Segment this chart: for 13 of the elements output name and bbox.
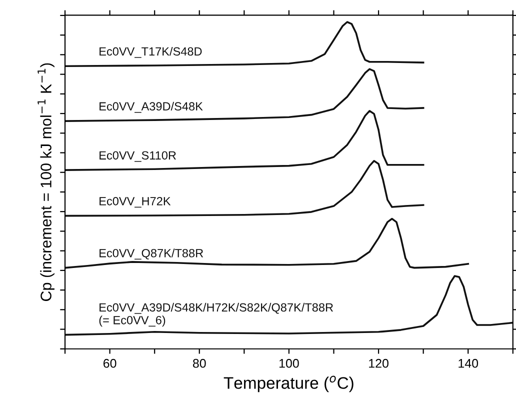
series-label: Ec0VV_A39D/S48K/H72K/S82K/Q87K/T88R (= Ec0VV_6)	[99, 302, 333, 327]
y-axis-title: Cp (increment = 100 kJ mol$^{−1}$ K$^{−1}$)	[38, 63, 54, 302]
x-tick-label: 100	[279, 358, 299, 368]
series-label: Ec0VV_A39D/S48K	[100, 102, 203, 113]
series-label: Ec0VV_Q87K/T88R	[100, 248, 204, 260]
x-tick-label: 140	[458, 358, 478, 368]
x-tick-label: 60	[103, 358, 116, 368]
x-axis-title: Temperature ($^{o}$C)	[224, 376, 354, 392]
x-tick-label: 80	[192, 358, 206, 368]
series-label: Ec0VV_T17K/S48D	[100, 46, 202, 58]
series-label: Ec0VV_S110R	[100, 151, 176, 162]
series-label: Ec0VV_H72K	[100, 196, 171, 208]
x-tick-label: 120	[369, 358, 388, 368]
